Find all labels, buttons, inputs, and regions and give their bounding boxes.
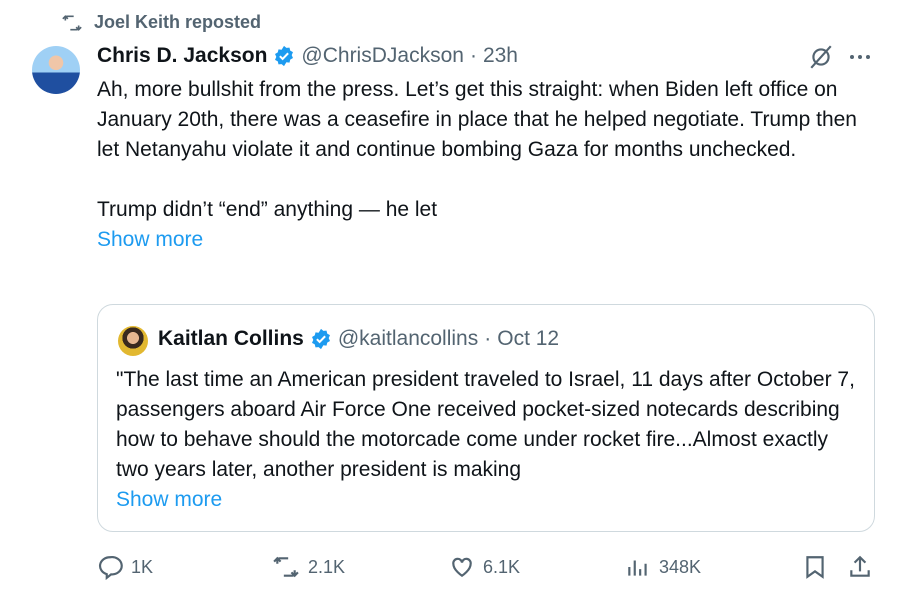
quote-paragraph: "The last time an American president tra… — [116, 368, 855, 481]
tweet-paragraph: Ah, more bullshit from the press. Let’s … — [97, 78, 857, 161]
reply-count: 1K — [131, 556, 154, 577]
grok-icon[interactable] — [808, 44, 834, 70]
quote-text: "The last time an American president tra… — [116, 365, 861, 515]
quote-author-handle[interactable]: @kaitlancollins — [337, 327, 479, 350]
avatar[interactable] — [32, 46, 80, 94]
reply-button[interactable]: 1K — [97, 554, 153, 580]
repost-icon — [62, 13, 82, 33]
bookmark-button[interactable] — [802, 554, 828, 580]
tweet-paragraph: Trump didn’t “end” anything — he let — [97, 198, 438, 221]
tweet-text: Ah, more bullshit from the press. Let’s … — [97, 75, 877, 255]
reposter-link[interactable]: Joel Keith reposted — [94, 12, 262, 32]
separator: · — [484, 327, 492, 350]
quote-header: Kaitlan Collins @kaitlancollins · Oct 12 — [158, 327, 559, 351]
tweet-header: Chris D. Jackson @ChrisDJackson · 23h — [97, 44, 518, 68]
verified-badge-icon — [310, 328, 332, 350]
quote-author-name[interactable]: Kaitlan Collins — [158, 327, 304, 350]
author-name[interactable]: Chris D. Jackson — [97, 44, 268, 67]
verified-badge-icon — [273, 45, 295, 67]
quote-avatar[interactable] — [118, 326, 148, 356]
bookmark-icon — [802, 554, 828, 580]
heart-icon — [449, 554, 475, 580]
like-count: 6.1K — [483, 556, 521, 577]
quote-show-more-link[interactable]: Show more — [116, 488, 223, 511]
views-button[interactable]: 348K — [625, 554, 701, 580]
repost-button[interactable]: 2.1K — [272, 554, 345, 580]
more-options-icon[interactable] — [848, 47, 872, 67]
repost-icon — [272, 554, 300, 580]
repost-count: 2.1K — [308, 556, 346, 577]
share-button[interactable] — [847, 554, 873, 580]
like-button[interactable]: 6.1K — [449, 554, 520, 580]
quoted-tweet[interactable]: Kaitlan Collins @kaitlancollins · Oct 12… — [97, 304, 875, 532]
repost-header: Joel Keith reposted — [62, 12, 261, 33]
action-bar: 1K 2.1K 6.1K 348K — [97, 554, 877, 582]
reply-icon — [97, 554, 123, 580]
views-chart-icon — [625, 554, 651, 580]
timestamp[interactable]: 23h — [482, 44, 518, 67]
views-count: 348K — [659, 556, 702, 577]
show-more-link[interactable]: Show more — [97, 228, 204, 251]
quote-timestamp[interactable]: Oct 12 — [497, 327, 560, 350]
separator: · — [469, 44, 477, 67]
author-handle[interactable]: @ChrisDJackson — [301, 44, 464, 67]
share-icon — [847, 554, 873, 580]
